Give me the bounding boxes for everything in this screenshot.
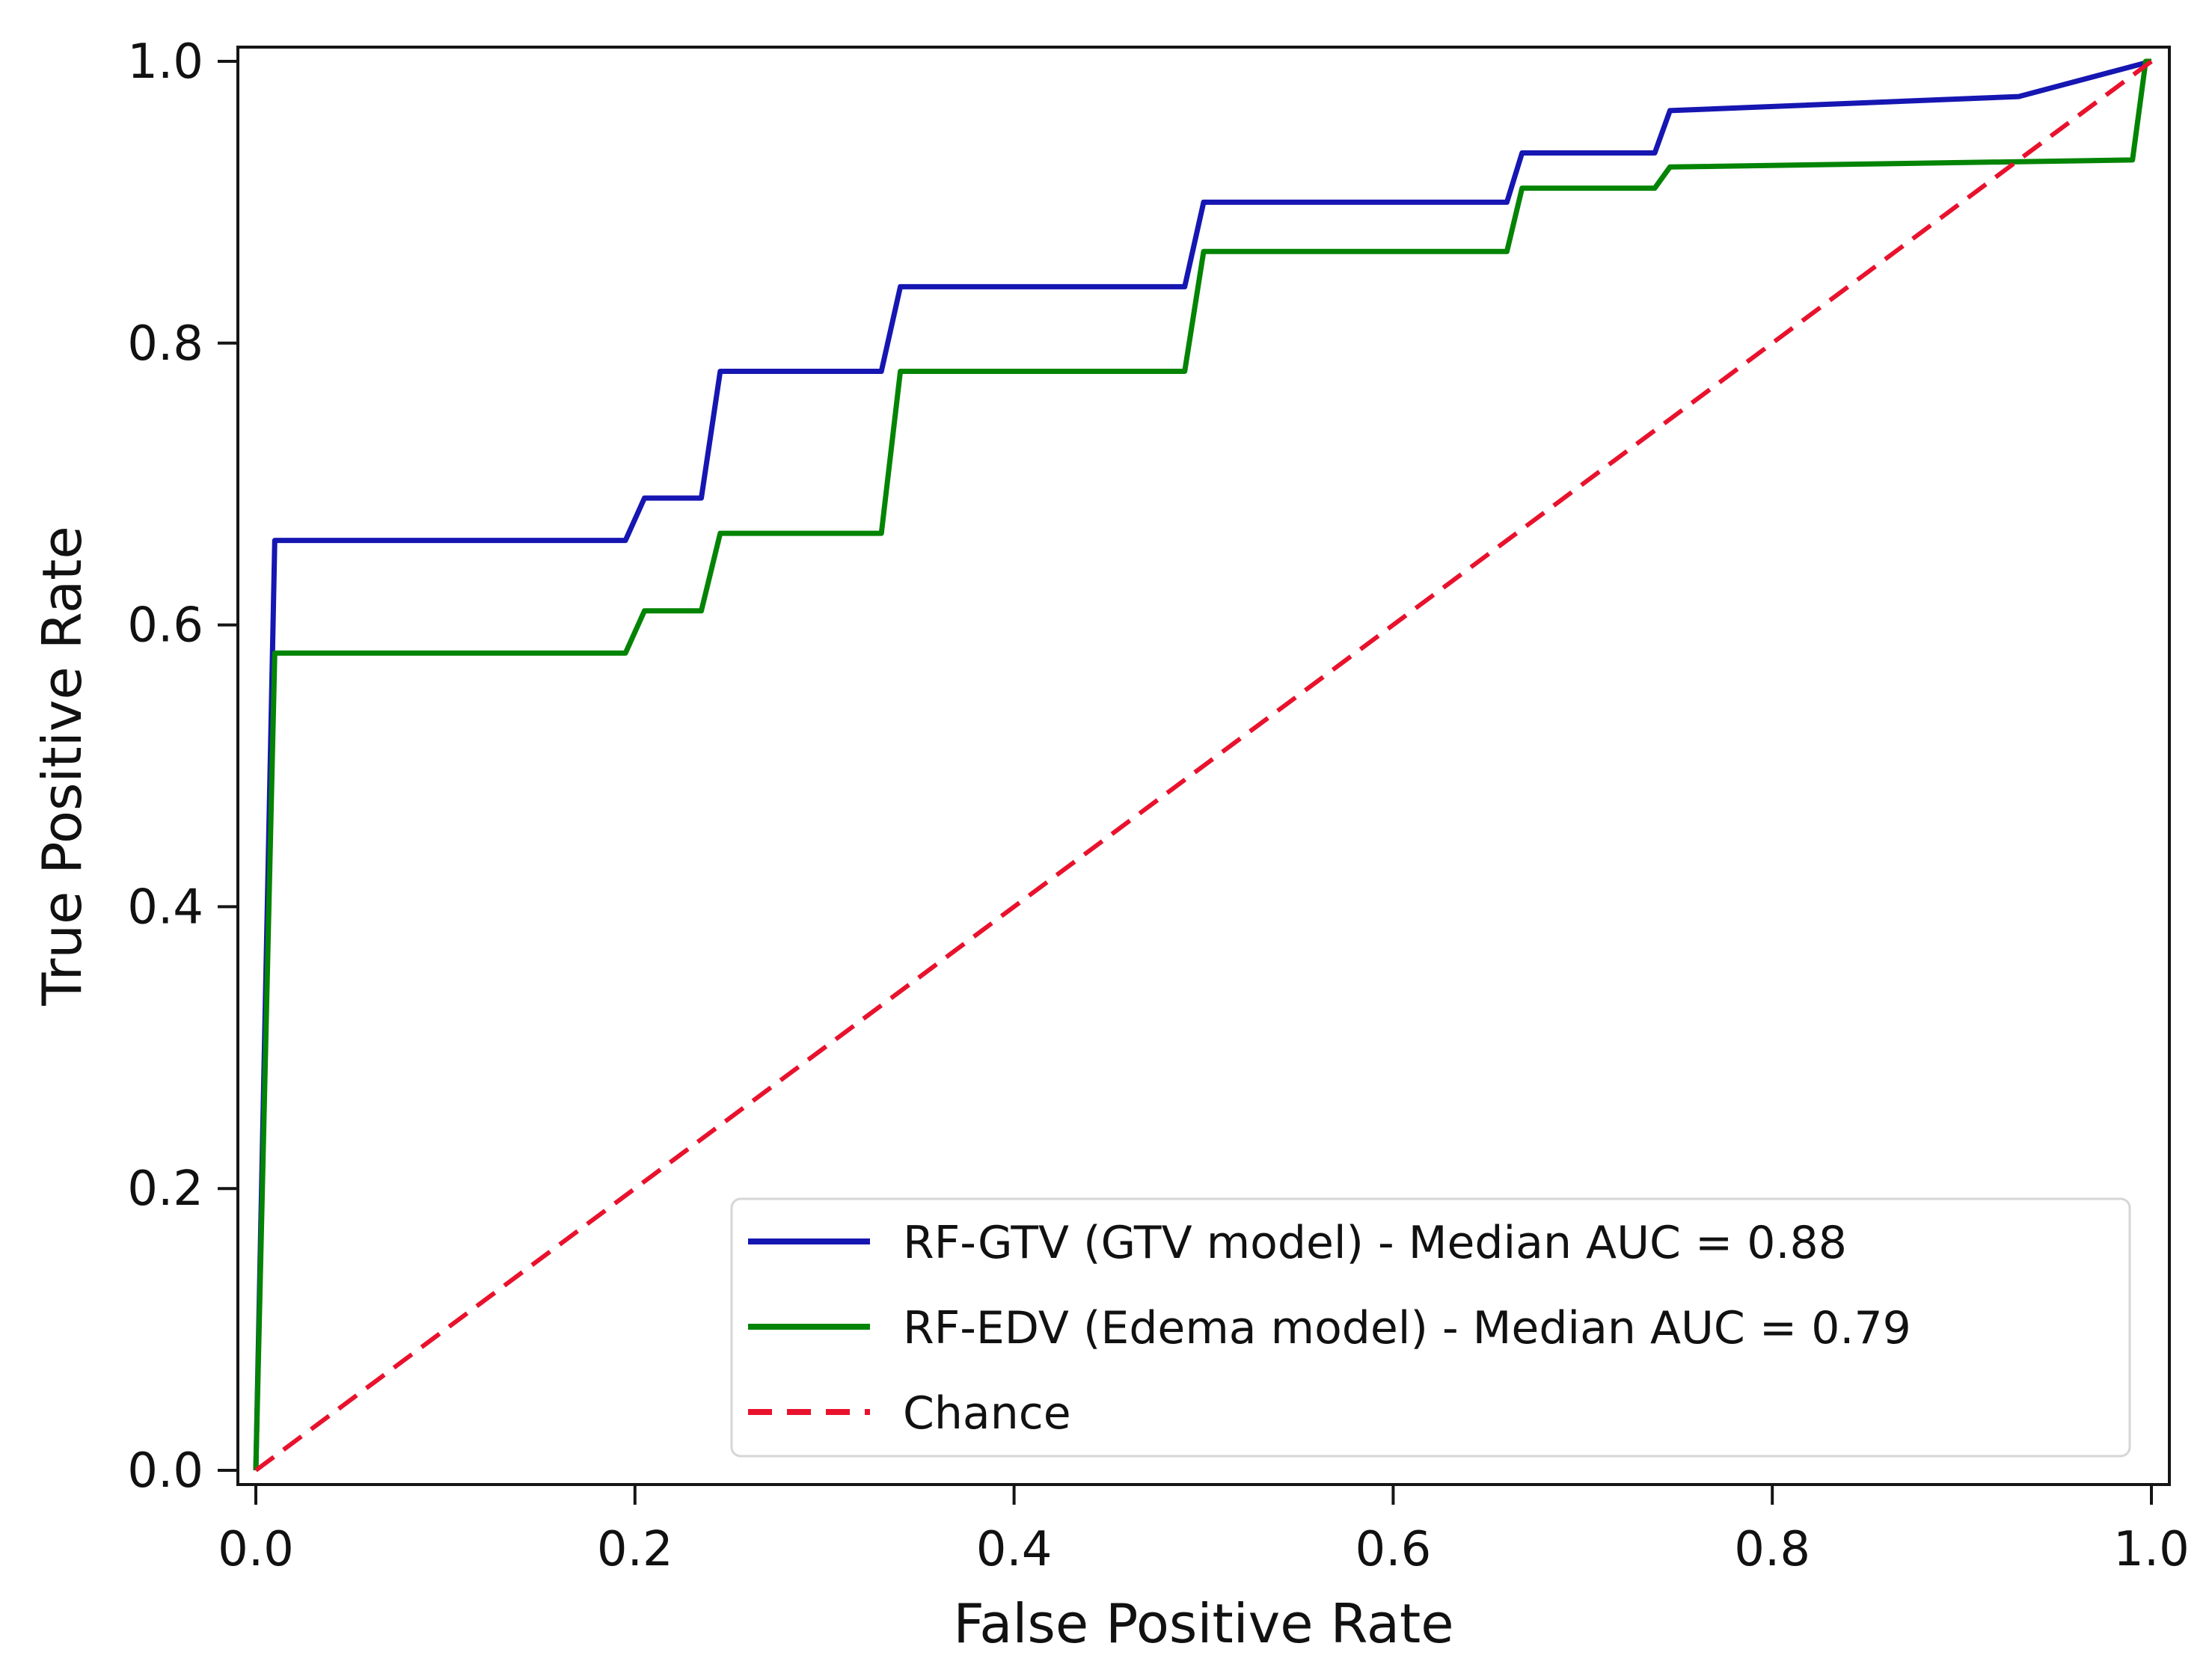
x-tick-label: 0.6	[1355, 1522, 1432, 1577]
y-tick-label: 0.8	[127, 316, 203, 372]
y-tick-label: 0.2	[127, 1161, 203, 1217]
y-tick-label: 0.4	[127, 880, 203, 935]
x-tick-label: 0.4	[976, 1522, 1053, 1577]
legend-label-0: RF-GTV (GTV model) - Median AUC = 0.88	[903, 1217, 1847, 1269]
x-tick-label: 1.0	[2113, 1522, 2190, 1577]
y-tick-label: 1.0	[127, 34, 203, 90]
x-tick-label: 0.0	[218, 1522, 294, 1577]
y-tick-label: 0.6	[127, 598, 203, 654]
x-tick-label: 0.8	[1734, 1522, 1810, 1577]
legend-box	[730, 1197, 2131, 1458]
roc-series-line-2	[254, 59, 2153, 1473]
roc-series-line-1	[253, 58, 2151, 1471]
y-axis-label: True Positive Rate	[31, 526, 94, 1006]
y-tick-label: 0.0	[127, 1443, 203, 1499]
x-tick-label: 0.2	[597, 1522, 673, 1577]
x-axis-label: False Positive Rate	[953, 1592, 1453, 1655]
legend-label-1: RF-EDV (Edema model) - Median AUC = 0.79	[903, 1302, 1911, 1354]
roc-series-line-0	[253, 58, 2152, 1471]
legend-label-2: Chance	[903, 1387, 1071, 1440]
